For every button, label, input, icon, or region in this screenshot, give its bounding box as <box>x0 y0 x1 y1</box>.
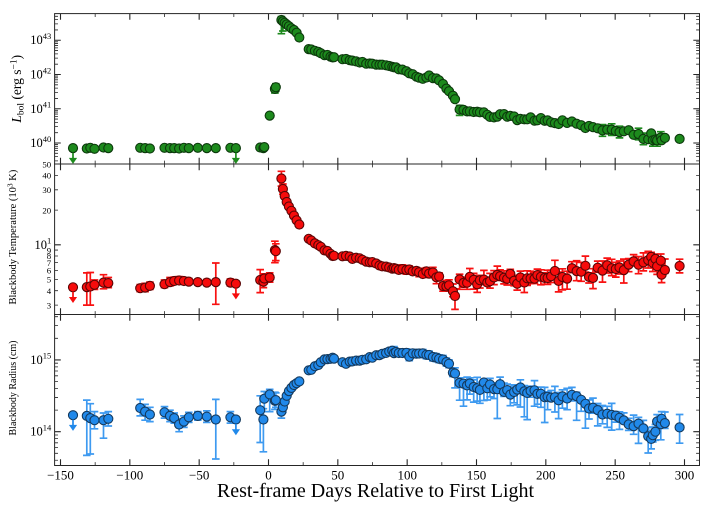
svg-text:Rest-frame Days Relative to Fi: Rest-frame Days Relative to First Light <box>217 480 535 502</box>
svg-text:50: 50 <box>331 468 344 483</box>
svg-text:100: 100 <box>397 468 417 483</box>
svg-text:30: 30 <box>42 185 51 195</box>
svg-text:6: 6 <box>47 266 52 276</box>
svg-text:7: 7 <box>47 258 52 268</box>
svg-text:9: 9 <box>47 245 52 255</box>
svg-text:50: 50 <box>42 159 51 169</box>
svg-text:−150: −150 <box>47 468 74 483</box>
svg-text:Blackbody Temperature (103 K): Blackbody Temperature (103 K) <box>6 169 20 304</box>
svg-text:4: 4 <box>47 286 52 296</box>
svg-text:300: 300 <box>675 468 695 483</box>
svg-text:20: 20 <box>42 205 51 215</box>
svg-text:5: 5 <box>47 275 52 285</box>
svg-text:Lbol (erg s−1): Lbol (erg s−1) <box>9 55 27 124</box>
svg-text:200: 200 <box>536 468 556 483</box>
svg-text:Blackbody Radius (cm): Blackbody Radius (cm) <box>8 341 19 436</box>
svg-text:3: 3 <box>47 300 52 310</box>
svg-text:8: 8 <box>47 251 52 261</box>
svg-text:−100: −100 <box>116 468 143 483</box>
svg-text:250: 250 <box>605 468 625 483</box>
svg-text:−50: −50 <box>189 468 209 483</box>
svg-text:150: 150 <box>467 468 487 483</box>
svg-text:40: 40 <box>42 171 51 181</box>
svg-text:0: 0 <box>265 468 272 483</box>
